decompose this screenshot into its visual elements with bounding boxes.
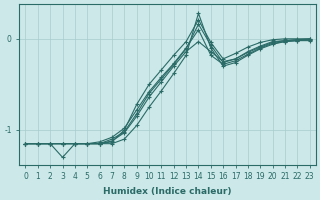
X-axis label: Humidex (Indice chaleur): Humidex (Indice chaleur)	[103, 187, 232, 196]
